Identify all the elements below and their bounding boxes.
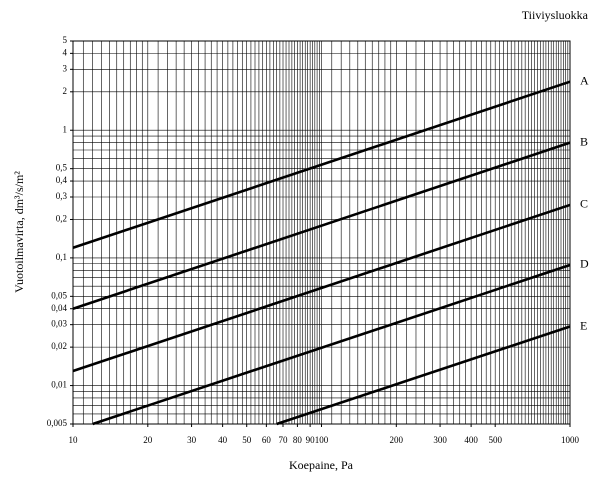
series-label: E [580,318,587,332]
x-tick-label: 40 [218,435,228,445]
x-tick-label: 500 [488,435,502,445]
y-tick-label: 0,5 [56,163,68,173]
x-tick-label: 80 [293,435,303,445]
y-tick-label: 5 [63,35,68,45]
y-tick-label: 3 [63,63,68,73]
y-tick-label: 0,01 [51,380,67,390]
y-axis-title: Vuotoilmavirta, dm³/s/m² [12,171,26,293]
x-tick-label: 30 [187,435,197,445]
y-tick-label: 0,1 [56,252,67,262]
x-tick-label: 100 [315,435,329,445]
y-tick-label: 0,05 [51,290,67,300]
series-line [72,141,571,310]
y-tick-label: 0,4 [56,175,68,185]
series-label: B [580,134,588,148]
x-tick-label: 90 [306,435,316,445]
corner-label: Tiiviysluokka [522,8,589,22]
x-tick-label: 20 [143,435,153,445]
x-tick-label: 60 [262,435,272,445]
y-tick-label: 2 [63,86,68,96]
y-tick-label: 1 [63,124,68,134]
x-tick-label: 400 [464,435,478,445]
series-label: D [580,257,589,271]
y-tick-label: 0,005 [47,418,68,428]
y-tick-label: 4 [63,47,68,57]
series-line [72,80,571,250]
series-label: C [580,197,588,211]
y-tick-label: 0,2 [56,214,67,224]
x-tick-label: 200 [390,435,404,445]
x-tick-label: 10 [69,435,79,445]
y-tick-label: 0,03 [51,319,67,329]
y-tick-label: 0,02 [51,341,67,351]
y-tick-label: 0,04 [51,303,67,313]
x-tick-label: 50 [242,435,252,445]
series-line [276,325,571,426]
x-axis-title: Koepaine, Pa [289,458,354,472]
x-tick-label: 70 [279,435,289,445]
series-line [92,263,571,426]
x-tick-label: 300 [433,435,447,445]
series-line [72,203,571,373]
x-tick-label: 1000 [561,435,580,445]
y-tick-label: 0,3 [56,191,68,201]
series-label: A [580,73,589,87]
